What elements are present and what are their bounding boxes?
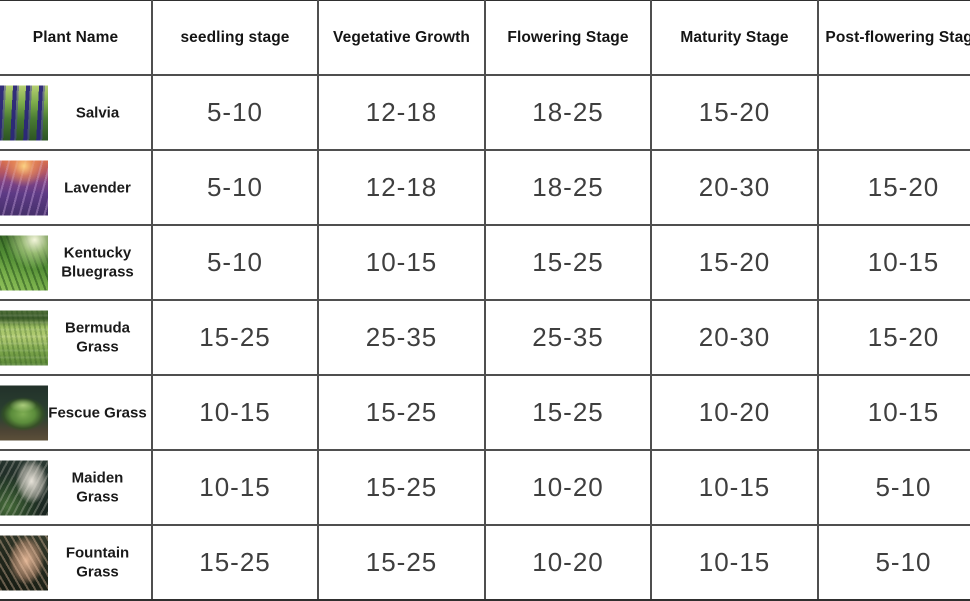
plant-cell: Fescue Grass: [0, 374, 153, 451]
stage-cell: 5-10: [151, 149, 319, 226]
plant-name: Kentucky Bluegrass: [61, 244, 134, 281]
stage-cell: 15-20: [650, 74, 819, 151]
stage-cell: 20-30: [650, 149, 819, 226]
stage-cell: 5-10: [151, 74, 319, 151]
stage-cell: 15-25: [317, 524, 486, 601]
bermuda-grass-photo: [0, 310, 48, 365]
stage-cell: 5-10: [817, 449, 970, 526]
header-row: Plant Name seedling stage Vegetative Gro…: [0, 0, 970, 76]
stage-cell: 10-15: [317, 224, 486, 301]
col-header-plant-name: Plant Name: [0, 0, 153, 76]
plant-cell: Salvia: [0, 74, 153, 151]
table-row: Bermuda Grass 15-25 25-35 25-35 20-30 15…: [0, 299, 970, 376]
stage-cell: 15-25: [317, 449, 486, 526]
table-row: Fescue Grass 10-15 15-25 15-25 10-20 10-…: [0, 374, 970, 451]
plant-cell: Fountain Grass: [0, 524, 153, 601]
plant-cell: Maiden Grass: [0, 449, 153, 526]
col-header-maturity-stage: Maturity Stage: [650, 0, 819, 76]
kentucky-bluegrass-photo: [0, 235, 48, 290]
table-row: Fountain Grass 15-25 15-25 10-20 10-15 5…: [0, 524, 970, 601]
plant-cell: Kentucky Bluegrass: [0, 224, 153, 301]
plant-name: Maiden Grass: [71, 469, 124, 506]
stage-cell: 15-25: [151, 524, 319, 601]
stage-cell: [817, 74, 970, 151]
stage-cell: 18-25: [484, 149, 652, 226]
stage-cell: 10-15: [817, 224, 970, 301]
col-header-seedling-stage: seedling stage: [151, 0, 319, 76]
col-header-flowering-stage: Flowering Stage: [484, 0, 652, 76]
stage-cell: 10-15: [151, 374, 319, 451]
stage-cell: 20-30: [650, 299, 819, 376]
salvia-photo: [0, 85, 48, 140]
table-row: Lavender 5-10 12-18 18-25 20-30 15-20: [0, 149, 970, 226]
stage-cell: 10-15: [151, 449, 319, 526]
stage-cell: 25-35: [317, 299, 486, 376]
table-row: Kentucky Bluegrass 5-10 10-15 15-25 15-2…: [0, 224, 970, 301]
stage-cell: 15-25: [484, 374, 652, 451]
plant-name: Lavender: [64, 178, 131, 196]
fountain-grass-photo: [0, 535, 48, 590]
stage-cell: 10-20: [484, 524, 652, 601]
stage-cell: 15-20: [650, 224, 819, 301]
stage-cell: 10-20: [484, 449, 652, 526]
stage-cell: 5-10: [817, 524, 970, 601]
stage-cell: 10-15: [817, 374, 970, 451]
stage-cell: 5-10: [151, 224, 319, 301]
plant-name: Fountain Grass: [65, 544, 130, 581]
stage-cell: 15-20: [817, 149, 970, 226]
table-row: Salvia 5-10 12-18 18-25 15-20: [0, 74, 970, 151]
stage-cell: 10-15: [650, 524, 819, 601]
plant-cell: Bermuda Grass: [0, 299, 153, 376]
stage-cell: 15-20: [817, 299, 970, 376]
plant-cell: Lavender: [0, 149, 153, 226]
stage-cell: 10-20: [650, 374, 819, 451]
plant-name: Fescue Grass: [48, 403, 147, 421]
stage-cell: 18-25: [484, 74, 652, 151]
stage-cell: 12-18: [317, 149, 486, 226]
stage-cell: 15-25: [317, 374, 486, 451]
stage-cell: 12-18: [317, 74, 486, 151]
plant-name: Salvia: [75, 103, 120, 121]
stage-cell: 15-25: [484, 224, 652, 301]
stage-cell: 25-35: [484, 299, 652, 376]
fescue-grass-photo: [0, 385, 48, 440]
col-header-post-flowering-stage: Post-flowering Stage: [817, 0, 970, 76]
stage-cell: 15-25: [151, 299, 319, 376]
col-header-vegetative-growth: Vegetative Growth: [317, 0, 486, 76]
stage-cell: 10-15: [650, 449, 819, 526]
lavender-photo: [0, 160, 48, 215]
plant-name: Bermuda Grass: [64, 319, 131, 356]
maiden-grass-photo: [0, 460, 48, 515]
table-row: Maiden Grass 10-15 15-25 10-20 10-15 5-1…: [0, 449, 970, 526]
